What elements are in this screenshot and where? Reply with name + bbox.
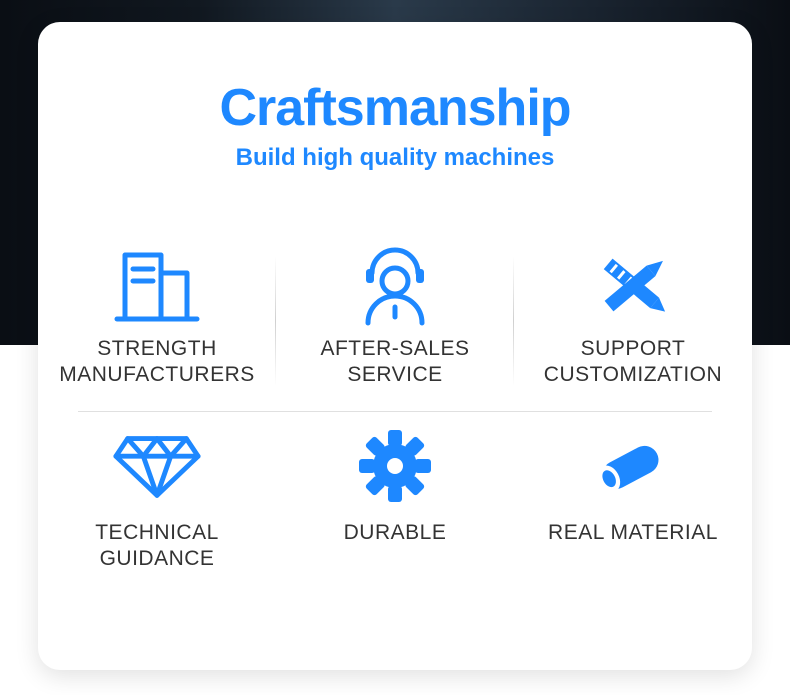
feature-card: Craftsmanship Build high quality machine… — [38, 22, 752, 670]
feature-cell-durable: DURABLE — [276, 412, 514, 592]
gear-icon — [350, 426, 440, 506]
feature-label: STRENGTH MANUFACTURERS — [59, 336, 255, 389]
feature-cell-support-customization: SUPPORT CUSTOMIZATION — [514, 232, 752, 412]
page-title: Craftsmanship — [38, 78, 752, 138]
features-grid: STRENGTH MANUFACTURERS AFTER-SALES SERVI… — [38, 232, 752, 592]
feature-label: AFTER-SALES SERVICE — [320, 336, 469, 389]
feature-cell-strength-manufacturers: STRENGTH MANUFACTURERS — [38, 232, 276, 412]
feature-cell-real-material: REAL MATERIAL — [514, 412, 752, 592]
buildings-icon — [112, 246, 202, 326]
pipe-icon — [588, 426, 678, 506]
feature-label: DURABLE — [344, 520, 447, 546]
feature-cell-technical-guidance: TECHNICAL GUIDANCE — [38, 412, 276, 592]
feature-cell-after-sales-service: AFTER-SALES SERVICE — [276, 232, 514, 412]
feature-label: TECHNICAL GUIDANCE — [95, 520, 219, 573]
diamond-icon — [112, 426, 202, 506]
feature-label: SUPPORT CUSTOMIZATION — [544, 336, 722, 389]
headset-person-icon — [350, 246, 440, 326]
page-subtitle: Build high quality machines — [38, 144, 752, 172]
pencil-ruler-icon — [588, 246, 678, 326]
feature-label: REAL MATERIAL — [548, 520, 718, 546]
